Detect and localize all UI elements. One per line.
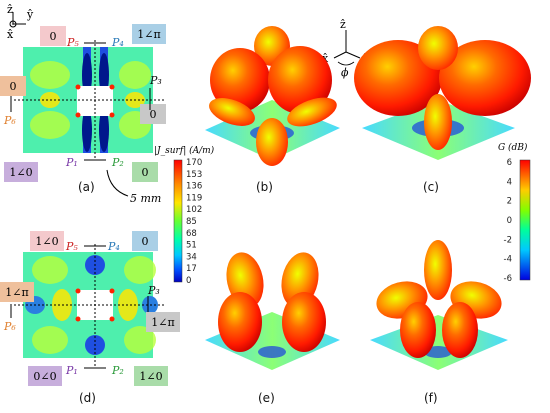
panel-a-ports: P₅ P₄ P₃ P₆ P₁ P₂ [3,36,162,169]
port-d-p3: P₃ [147,284,160,297]
port-a-p6: P₆ [3,114,16,127]
axis3d-x-label: x̂ [322,52,329,65]
badge-d-bottom-left: 0∠0 [33,370,56,383]
colorbar-j-title: |J_surf| (A/m) [154,145,215,156]
port-d-p2: P₂ [111,364,124,377]
axis-x-label: x̂ [7,28,14,41]
badge-d-right: 1∠π [151,316,174,329]
panel-d-current-map [14,244,165,366]
port-a-p3: P₃ [149,74,162,87]
pattern-e [205,252,340,370]
gticks-label-3: 0 [507,216,512,226]
jticks-label-7: 51 [186,241,197,251]
port-a-p5: P₅ [66,36,79,49]
badge-d-left: 1∠π [5,286,28,299]
jticks-label-5: 85 [186,217,197,227]
port-d-p6: P₆ [3,320,16,333]
jticks-label-1: 153 [186,170,202,180]
port-a-p2: P₂ [111,156,124,169]
colorbar-g-title: G (dB) [498,142,528,153]
panel-a-label: (a) [78,180,95,194]
gticks-label-0: 6 [507,158,512,168]
jticks-label-3: 119 [186,193,202,203]
badge-d-top-left: 1∠0 [35,235,58,248]
axis3d-z-label: ẑ [340,18,346,31]
gticks-label-1: 4 [507,177,512,187]
axis-y-label: ŷ [26,8,34,21]
panel-d-ports: P₅ P₄ P₃ P₆ P₁ P₂ [3,240,160,377]
badge-a-right: 0 [150,108,157,121]
axes-indicator-2d: ẑ ŷ x̂ [7,3,34,41]
jticks-label-2: 136 [186,182,202,192]
gticks-label-2: 2 [507,197,512,207]
jticks-label-9: 17 [186,264,197,274]
jticks-label-6: 68 [186,229,197,239]
panel-d-label: (d) [79,391,96,405]
badge-a-left: 0 [10,80,17,93]
panel-b-label: (b) [256,180,273,194]
axis-z-label: ẑ [7,3,13,16]
badge-a-top-left: 0 [50,30,57,43]
colorbar-surface-current: |J_surf| (A/m) 1701531361191028568513417… [154,145,215,286]
gticks-label-6: -6 [504,274,512,284]
pattern-c [354,26,531,160]
jticks-label-8: 34 [186,252,197,262]
dimension-label: 5 mm [130,192,161,205]
port-a-p1: P₁ [65,156,78,169]
panel-c-label: (c) [423,180,439,194]
panel-a-current-map [14,40,165,160]
panel-d-badges: 1∠0 0 1∠π 1∠π 0∠0 1∠0 [0,231,180,386]
badge-a-top-right: 1∠π [137,28,160,41]
port-d-p5: P₅ [65,240,78,253]
panel-f-label: (f) [424,391,438,405]
jticks-label-4: 102 [186,205,202,215]
jticks-label-10: 0 [186,276,191,286]
port-a-p4: P₄ [111,36,124,49]
jticks-label-0: 170 [186,158,202,168]
badge-a-bottom-right: 0 [142,166,149,179]
panel-e-label: (e) [258,391,275,405]
port-d-p1: P₁ [65,364,78,377]
badge-d-bottom-right: 1∠0 [139,370,162,383]
pattern-f [370,240,508,370]
badge-a-bottom-left: 1∠0 [9,166,32,179]
colorbar-gain: G (dB) 6 4 2 0 -2 -4 -6 [498,142,531,284]
port-d-p4: P₄ [107,240,120,253]
pattern-b [205,26,340,166]
gticks-label-5: -4 [504,255,512,265]
axis3d-phi-label: ϕ [341,66,349,79]
panel-a-badges: 0 1∠π 0 0 1∠0 0 [0,24,166,182]
badge-d-top-right: 0 [142,235,149,248]
gticks-label-4: -2 [504,235,512,245]
